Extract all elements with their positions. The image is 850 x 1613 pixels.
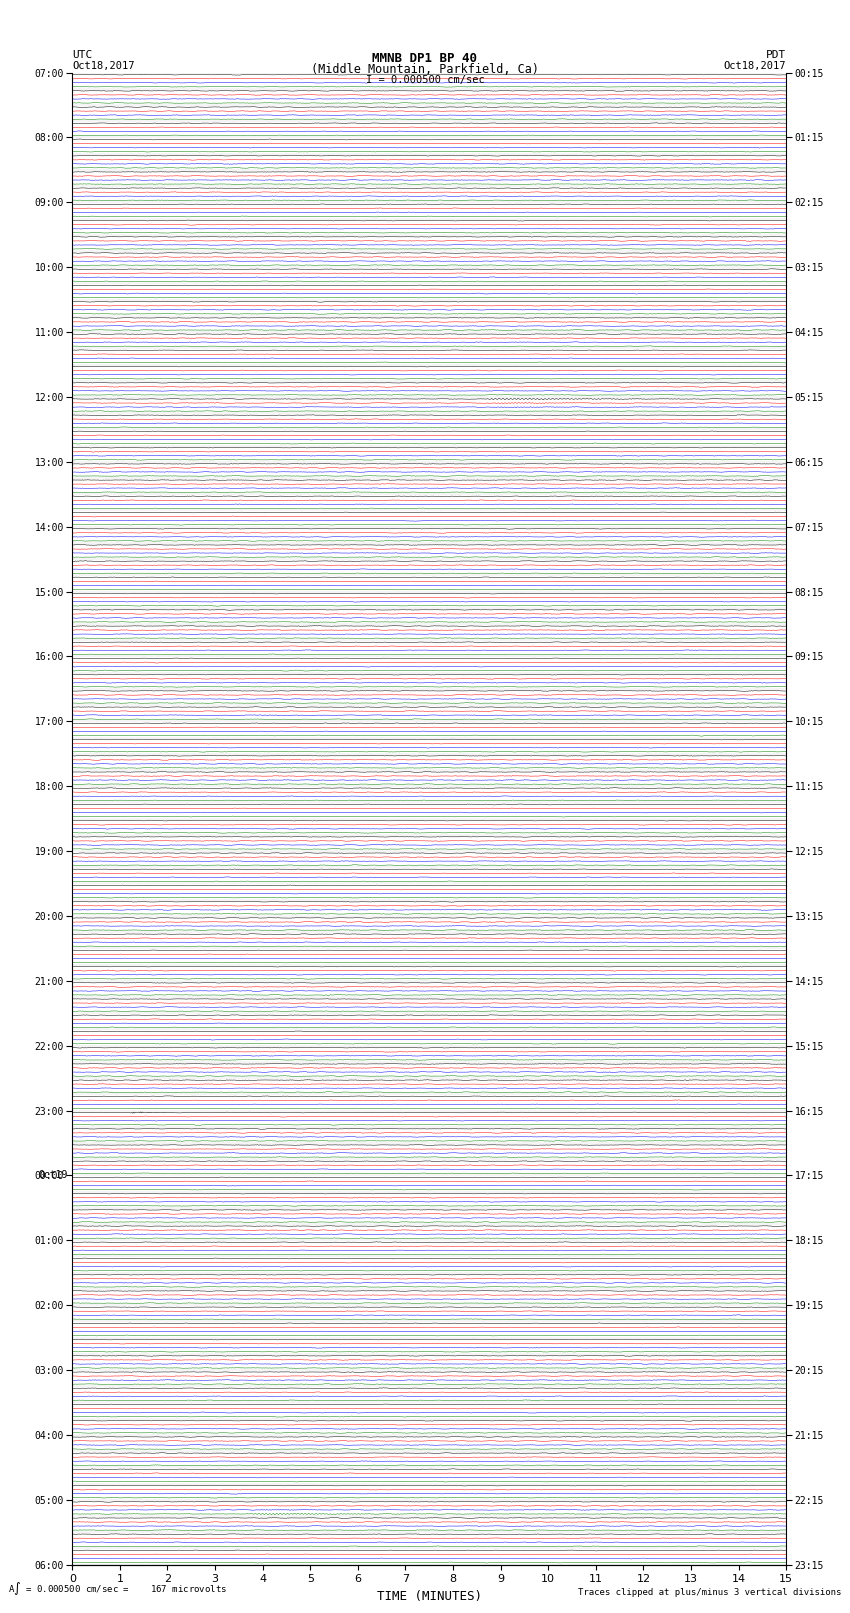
Text: MMNB DP1 BP 40: MMNB DP1 BP 40 (372, 52, 478, 65)
Text: I = 0.000500 cm/sec: I = 0.000500 cm/sec (366, 76, 484, 85)
Text: Oct18,2017: Oct18,2017 (72, 61, 135, 71)
Text: Oct18,2017: Oct18,2017 (723, 61, 786, 71)
Text: PDT: PDT (766, 50, 786, 60)
Text: A$\int$ = 0.000500 cm/sec =    167 microvolts: A$\int$ = 0.000500 cm/sec = 167 microvol… (8, 1581, 228, 1597)
Text: UTC: UTC (72, 50, 93, 60)
Text: Traces clipped at plus/minus 3 vertical divisions: Traces clipped at plus/minus 3 vertical … (578, 1587, 842, 1597)
Text: (Middle Mountain, Parkfield, Ca): (Middle Mountain, Parkfield, Ca) (311, 63, 539, 76)
X-axis label: TIME (MINUTES): TIME (MINUTES) (377, 1590, 482, 1603)
Text: Oct19: Oct19 (38, 1171, 68, 1181)
